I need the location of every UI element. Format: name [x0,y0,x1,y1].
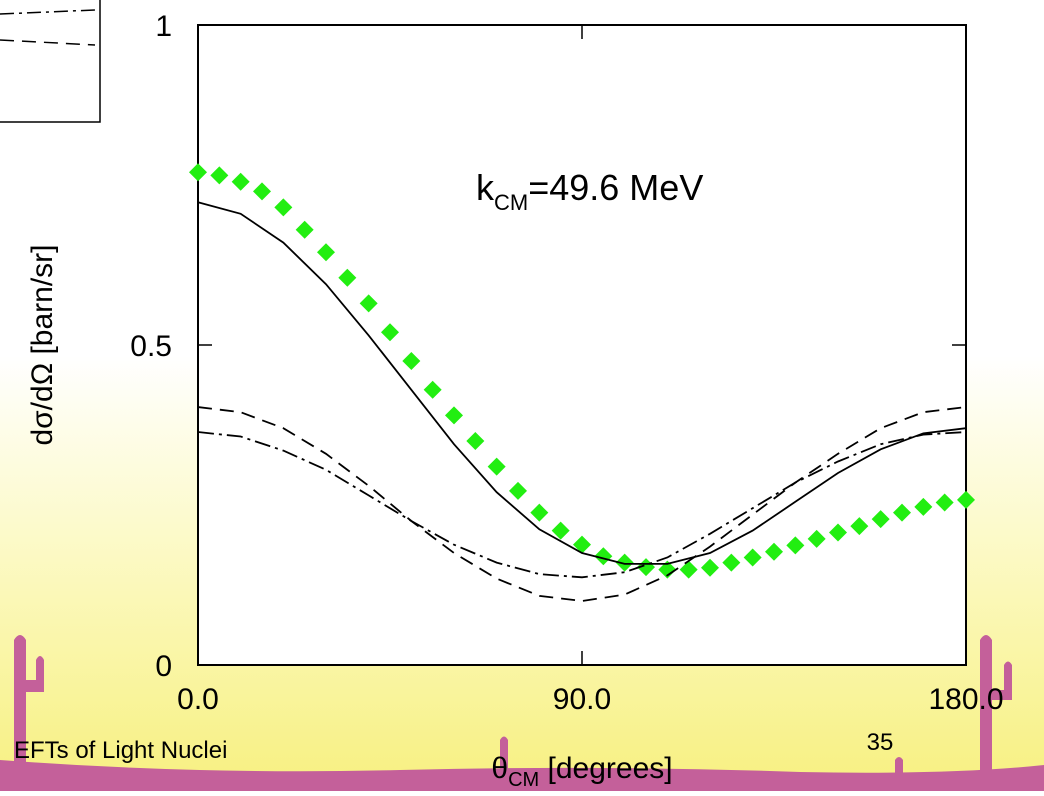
x-tick-label: 180.0 [928,683,1003,716]
footer-title: EFTs of Light Nuclei [14,737,227,764]
data-point [466,432,485,450]
y-tick-label: 0.5 [130,330,172,363]
y-axis-label: dσ/dΩ [barn/sr] [26,244,59,445]
data-point [701,558,719,577]
data-point [722,553,741,572]
data-point [231,172,250,191]
data-point [807,529,826,548]
data-point [679,560,698,579]
data-point [850,517,869,536]
data-point [423,380,442,399]
x-axis-label: θCM [degrees] [491,752,672,791]
data-point [530,503,549,522]
data-point [317,243,335,262]
data-point [914,497,933,516]
data-point [509,481,527,500]
annotation: kCM=49.6 MeV [476,167,703,215]
y-tick-label: 0 [155,650,172,683]
y-tick-label: 1 [155,10,172,43]
data-point [871,510,890,529]
curve [197,201,967,565]
data-point [743,548,762,567]
previous-plot-fragment [0,0,101,123]
data-point [573,535,591,554]
plot-frame [197,24,967,666]
x-tick-label: 0.0 [177,683,219,716]
data-point [487,457,506,476]
data-point [359,294,378,313]
curve [197,431,967,579]
data-point [658,560,677,579]
page-number: 35 [867,729,894,756]
data-point [381,323,399,342]
data-point [893,503,911,522]
data-point [957,490,975,509]
data-point [253,182,271,201]
data-point [274,198,293,217]
data-point [786,536,805,555]
data-point [615,553,634,572]
data-point [338,268,357,287]
curve [197,406,967,602]
data-point [551,521,570,540]
data-point [445,406,463,425]
data-point [935,493,954,512]
data-point [210,166,229,185]
data-point [295,220,314,239]
data-point [189,163,207,182]
cactus-decoration [0,635,1044,791]
x-tick-label: 90.0 [553,683,611,716]
data-point [829,523,847,542]
data-point [594,547,613,566]
data-point [402,352,421,370]
data-point [765,542,783,561]
